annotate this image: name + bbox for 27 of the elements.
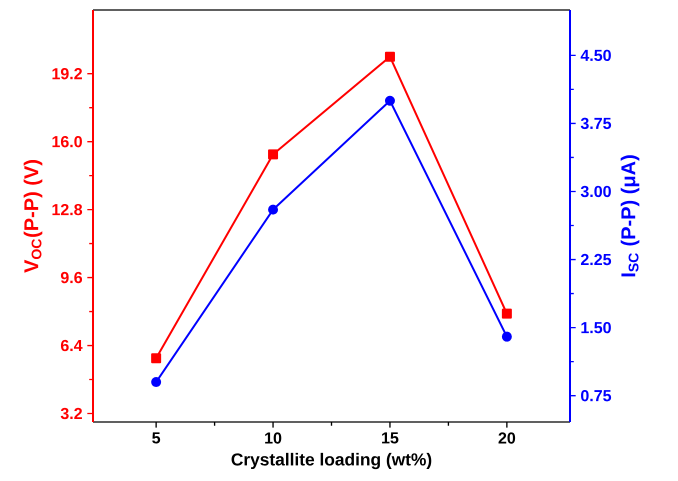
point	[384, 96, 395, 106]
point	[384, 52, 395, 62]
x-axis-title: Crystallite loading (wt%)	[232, 452, 432, 470]
y2-tick-label: 0.75	[581, 390, 612, 402]
point	[502, 308, 512, 319]
y2-tick-label: 4.50	[580, 50, 611, 62]
y-tick-label: 3.2	[60, 408, 82, 420]
x-tick-label: 15	[382, 432, 398, 444]
y-tick-label: 19.2	[52, 68, 82, 80]
x-tick-label: 5	[152, 432, 160, 444]
y-axis-title: V$_{OC}$(P-P) (V)	[24, 160, 42, 273]
y-tick-label: 12.8	[52, 204, 82, 216]
point	[151, 377, 162, 388]
y-tick-label: 6.4	[60, 340, 83, 352]
y2-tick-label: 3.75	[580, 118, 612, 130]
y-tick-label: 9.6	[60, 272, 82, 284]
point	[502, 332, 512, 342]
x-tick-label: 20	[498, 432, 516, 444]
x-tick-label: 10	[265, 432, 282, 444]
point	[268, 204, 278, 215]
point	[268, 149, 278, 160]
y-tick-label: 16.0	[52, 136, 82, 148]
y2-tick-label: 3.00	[580, 186, 611, 198]
point	[151, 353, 162, 364]
y2-tick-label: 1.50	[581, 322, 611, 334]
y2-axis-title: I$_{SC}$ (P-P) (μA)	[620, 155, 640, 276]
y2-tick-label: 2.25	[580, 254, 612, 266]
